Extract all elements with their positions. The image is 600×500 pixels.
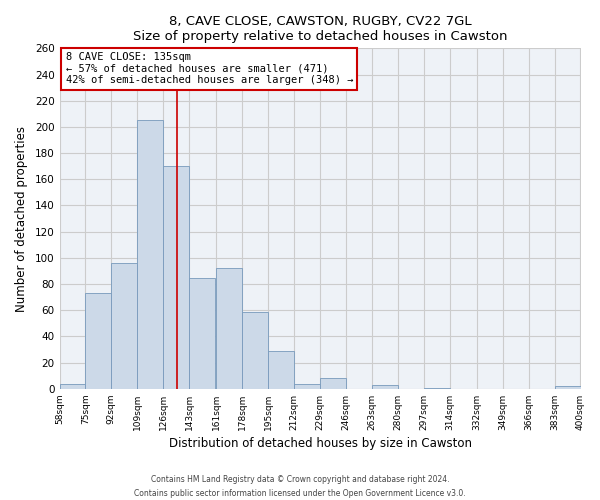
X-axis label: Distribution of detached houses by size in Cawston: Distribution of detached houses by size … — [169, 437, 472, 450]
Bar — [320, 378, 346, 389]
Bar — [424, 388, 449, 389]
Y-axis label: Number of detached properties: Number of detached properties — [15, 126, 28, 312]
Bar — [554, 386, 581, 389]
Bar — [372, 385, 398, 389]
Bar — [163, 166, 189, 389]
Bar — [268, 351, 294, 389]
Bar — [294, 384, 320, 389]
Text: Contains HM Land Registry data © Crown copyright and database right 2024.
Contai: Contains HM Land Registry data © Crown c… — [134, 476, 466, 498]
Bar — [59, 384, 85, 389]
Bar — [189, 278, 215, 389]
Bar — [217, 268, 242, 389]
Text: 8 CAVE CLOSE: 135sqm
← 57% of detached houses are smaller (471)
42% of semi-deta: 8 CAVE CLOSE: 135sqm ← 57% of detached h… — [65, 52, 353, 86]
Title: 8, CAVE CLOSE, CAWSTON, RUGBY, CV22 7GL
Size of property relative to detached ho: 8, CAVE CLOSE, CAWSTON, RUGBY, CV22 7GL … — [133, 15, 507, 43]
Bar — [85, 293, 112, 389]
Bar — [242, 312, 268, 389]
Bar — [112, 263, 137, 389]
Bar — [137, 120, 163, 389]
